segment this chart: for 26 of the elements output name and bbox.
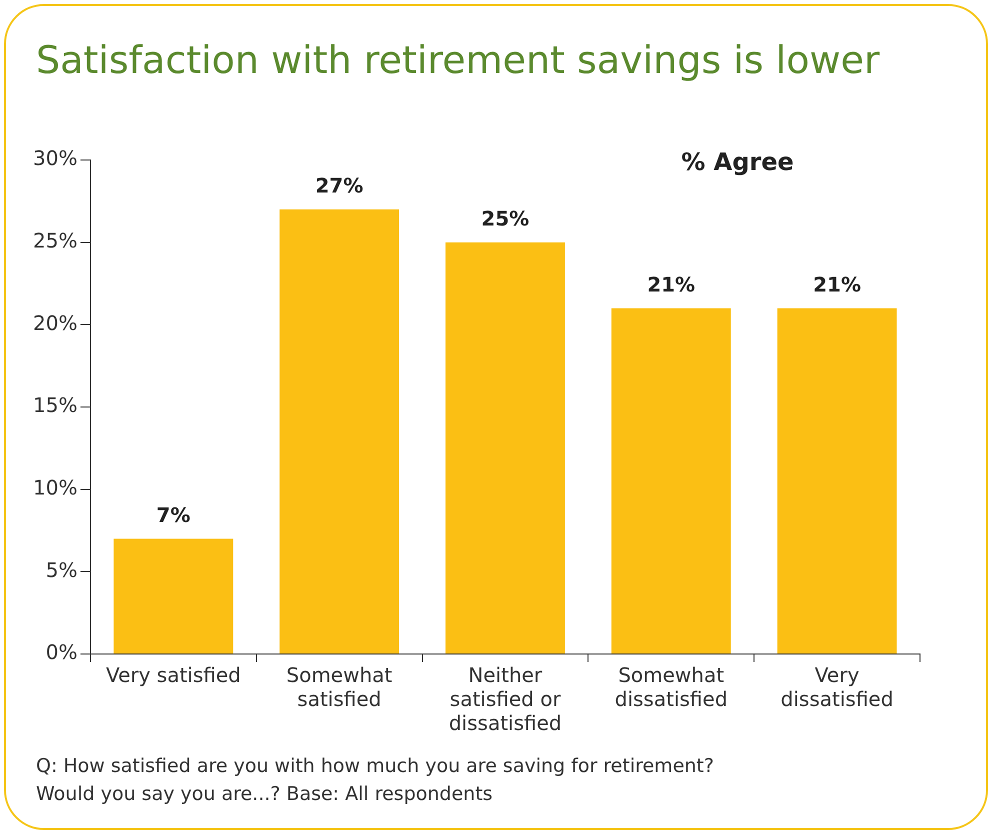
bar (114, 538, 234, 654)
text: Q: How satisfied are you with how much you are saving for retirement? (36, 754, 714, 779)
y-tick-label: 15% (33, 393, 78, 418)
bar (446, 242, 565, 654)
x-tick-label: Neither satisfied or dissatisfied (448, 663, 562, 736)
bar (611, 308, 731, 654)
bar (777, 308, 897, 654)
data-label: 27% (315, 174, 364, 198)
x-tick-label: Somewhat dissatisfied (614, 663, 728, 712)
text: Would you say you are...? Base: All respondents (36, 782, 494, 807)
data-label: 7% (156, 502, 190, 527)
y-tick-label: 5% (46, 558, 78, 582)
y-tick-label: 25% (33, 228, 78, 253)
annotation: % Agree (681, 148, 794, 176)
bar (280, 209, 400, 654)
data-label: 21% (647, 272, 696, 296)
x-tick-label: Very satisfied (106, 663, 241, 688)
chart-title: Satisfaction with retirement savings is lower (36, 38, 880, 82)
y-tick-label: 30% (33, 146, 78, 170)
x-tick-label: Somewhat satisfied (286, 663, 392, 712)
x-tick-label: Very dissatisfied (780, 663, 894, 712)
y-tick-label: 20% (33, 310, 78, 335)
y-tick-label: 10% (33, 476, 78, 500)
y-tick-label: 0% (46, 640, 78, 664)
data-label: 21% (813, 272, 861, 296)
data-label: 25% (481, 206, 530, 231)
